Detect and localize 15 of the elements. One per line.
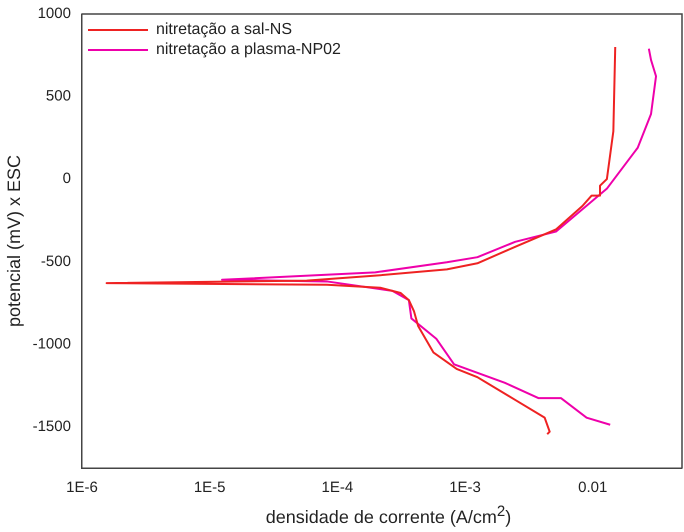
y-tick-label: 0	[62, 170, 71, 188]
x-axis-title: densidade de corrente (A/cm$^{2}$)	[264, 503, 512, 528]
legend-label: nitretação a plasma-NP02	[156, 40, 341, 60]
y-tick-label: 1000	[38, 5, 71, 22]
x-tick-label: 1E-6	[66, 479, 98, 496]
legend-label: nitretação a sal-NS	[156, 20, 292, 40]
x-tick-label: 1E-5	[194, 479, 226, 496]
y-axis-title: potencial (mV) x ESC	[4, 154, 24, 328]
y-tick-label: -500	[40, 252, 71, 270]
x-tick-label: 1E-3	[449, 479, 481, 496]
x-tick-label: 1E-4	[322, 479, 354, 496]
x-tick-label: 0.01	[578, 479, 608, 496]
y-tick-label: -1500	[32, 418, 71, 435]
y-tick-label: 500	[46, 88, 71, 105]
y-tick-label: -1000	[32, 335, 71, 352]
